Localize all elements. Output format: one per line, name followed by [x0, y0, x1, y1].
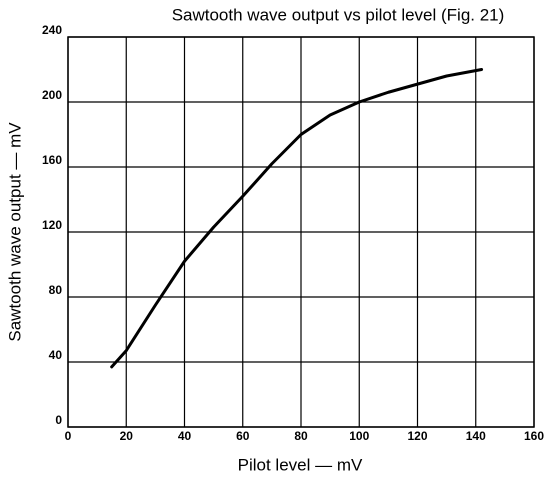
- y-tick-label: 160: [42, 153, 62, 167]
- y-tick-label: 0: [55, 413, 62, 427]
- y-tick-label: 120: [42, 218, 62, 232]
- x-axis-label: Pilot level — mV: [238, 455, 363, 474]
- x-tick-label: 120: [407, 429, 427, 443]
- x-tick-label: 80: [294, 429, 308, 443]
- y-tick-label: 40: [49, 348, 63, 362]
- x-tick-label: 160: [524, 429, 544, 443]
- y-tick-label: 80: [49, 283, 63, 297]
- x-tick-label: 40: [178, 429, 192, 443]
- chart-title: Sawtooth wave output vs pilot level (Fig…: [172, 5, 505, 24]
- x-tick-label: 60: [236, 429, 250, 443]
- y-tick-label: 240: [42, 23, 62, 37]
- x-tick-label: 140: [466, 429, 486, 443]
- x-tick-label: 20: [120, 429, 134, 443]
- data-line: [110, 68, 484, 369]
- y-axis-label: Sawtooth wave output — mV: [5, 122, 24, 342]
- x-tick-label: 100: [349, 429, 369, 443]
- x-tick-label: 0: [65, 429, 72, 443]
- y-tick-label: 200: [42, 88, 62, 102]
